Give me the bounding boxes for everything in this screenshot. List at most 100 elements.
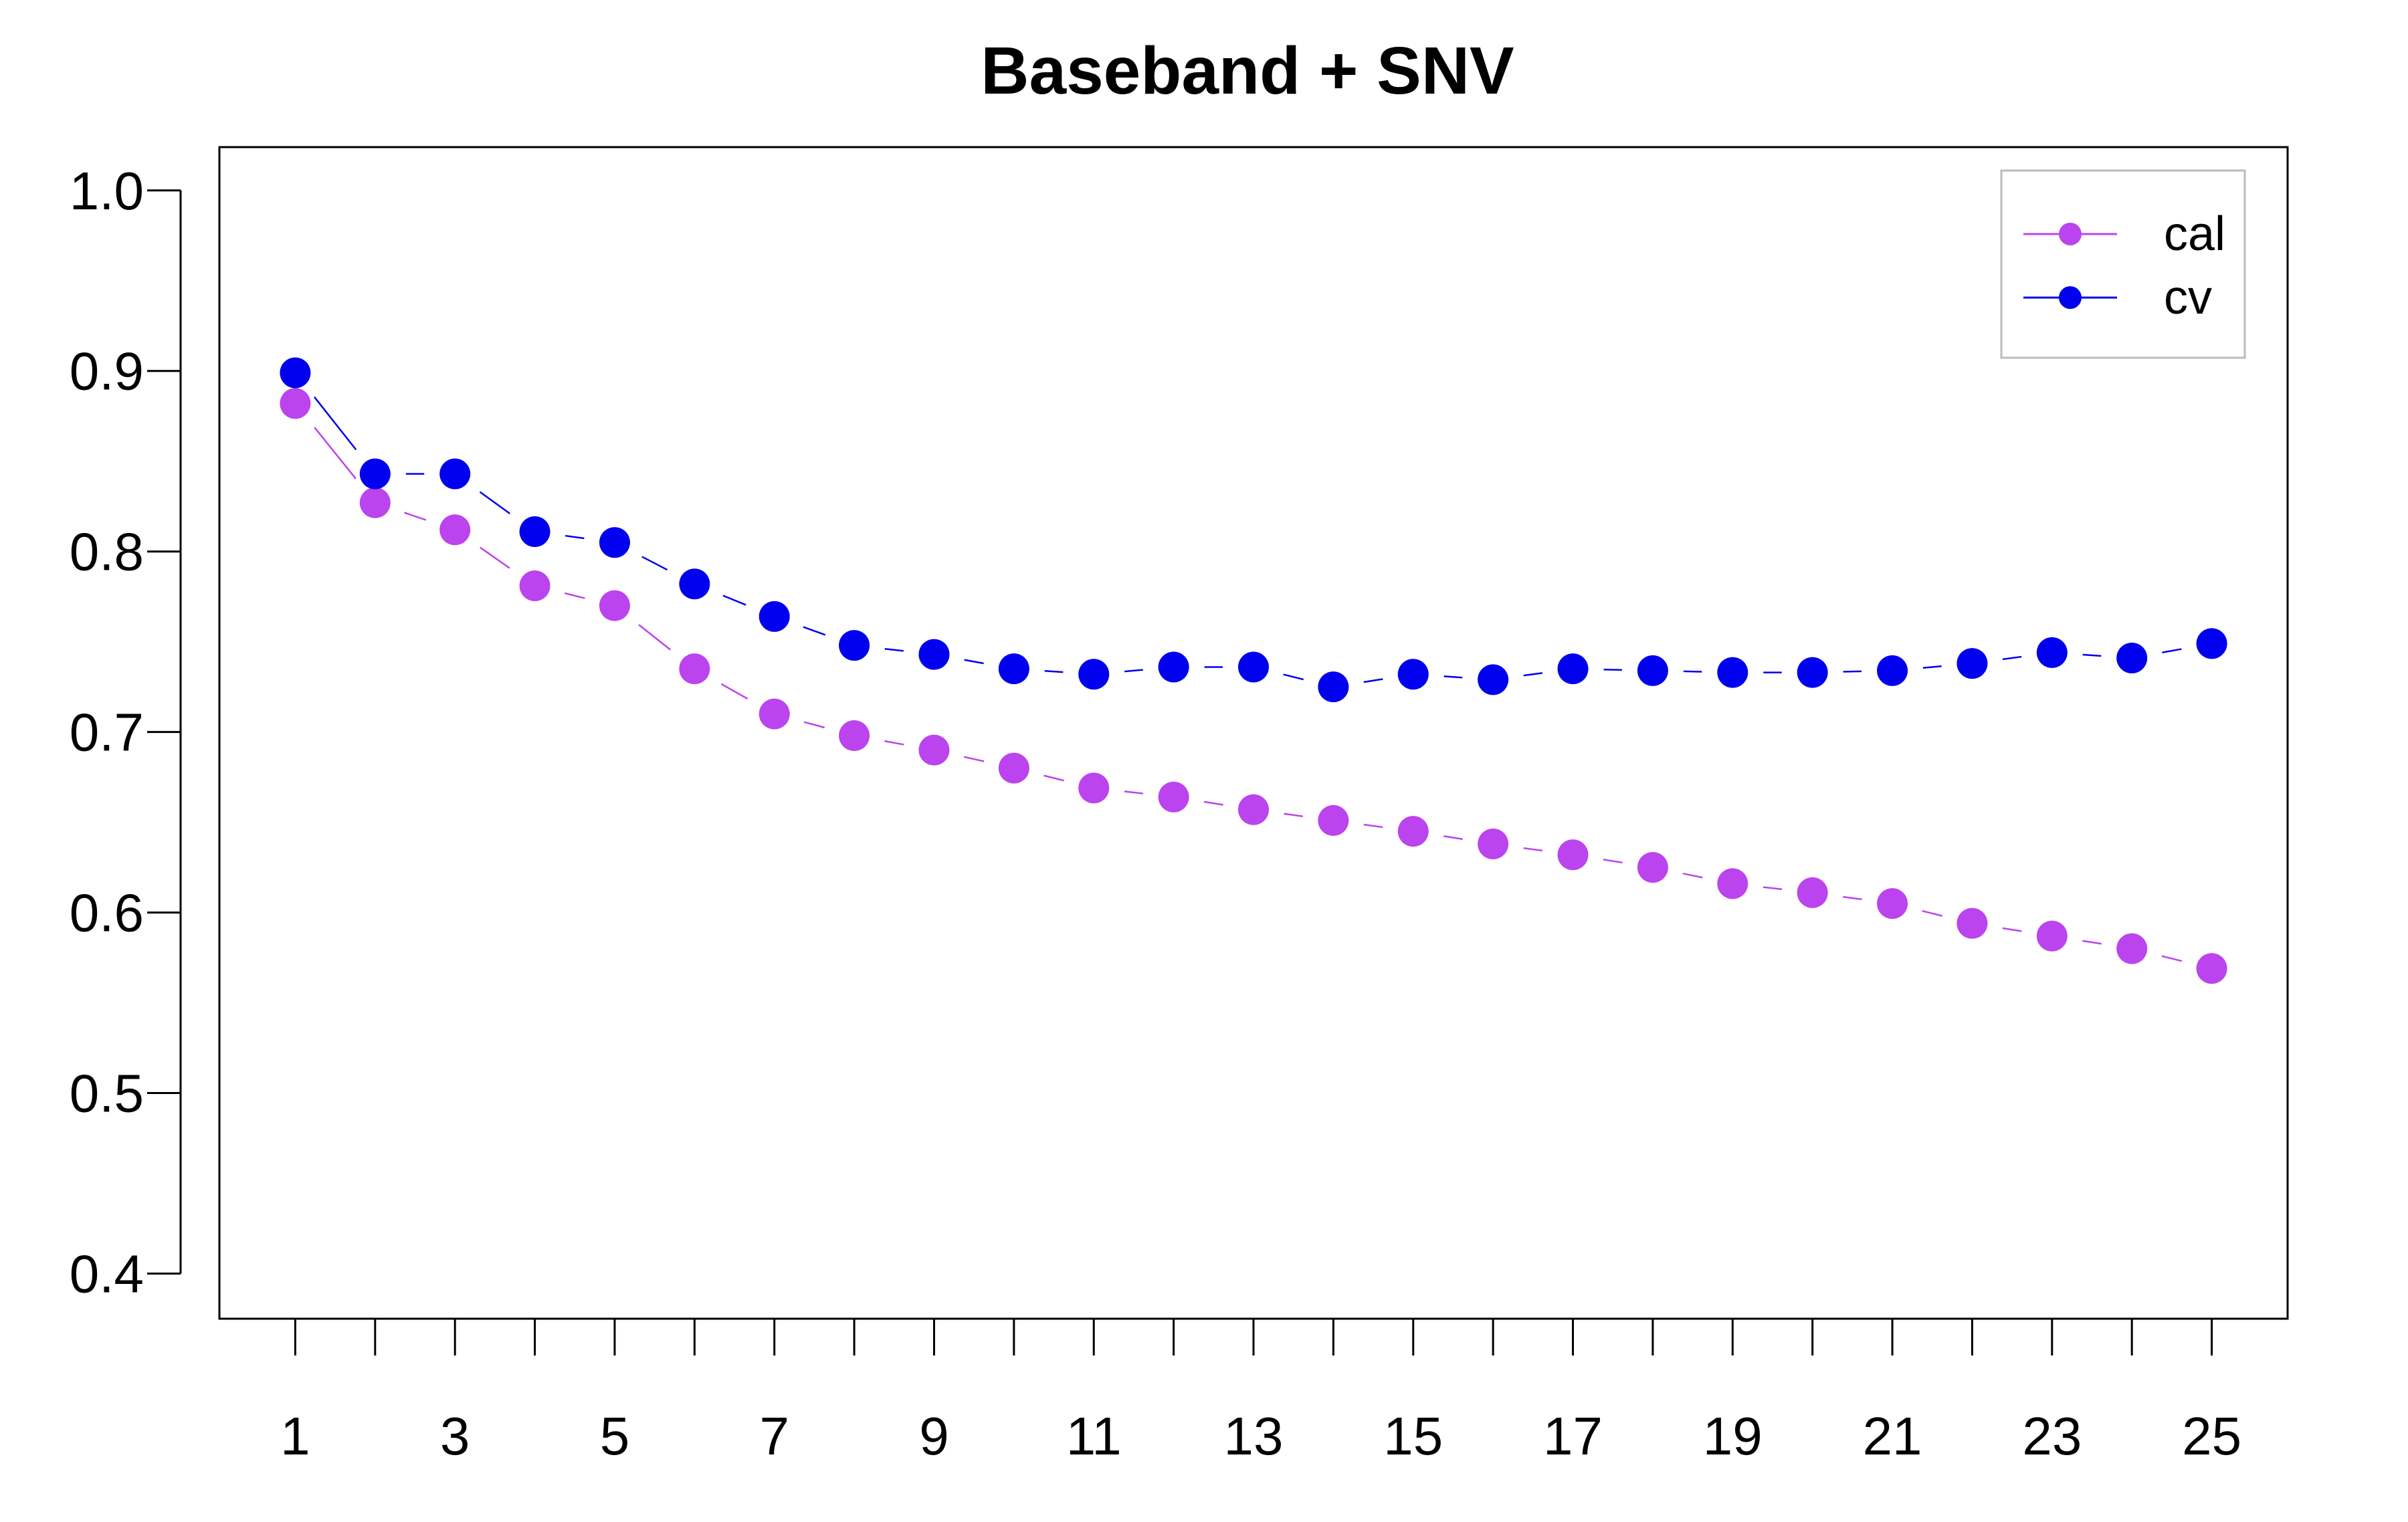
y-tick-label: 1.0 (70, 161, 144, 221)
data-point-cv (599, 527, 630, 558)
series-line-segment (1044, 670, 1064, 673)
x-tick-label: 5 (600, 1406, 630, 1466)
series-line-segment (1443, 675, 1463, 679)
data-point-cal (839, 720, 870, 752)
series-line-segment (964, 756, 985, 762)
data-point-cal (759, 698, 790, 730)
data-point-cv (759, 601, 790, 632)
series-line-segment (1682, 873, 1703, 879)
chart-title: Baseband + SNV (981, 33, 1514, 108)
data-point-cv (1877, 655, 1908, 686)
data-point-cv (1318, 671, 1349, 703)
series-line-segment (1283, 673, 1304, 681)
series-line-segment (1843, 895, 1862, 901)
data-point-cv (1238, 651, 1269, 683)
series-line-segment (1922, 665, 1942, 669)
series-line-segment (2162, 648, 2182, 654)
y-tick-label: 0.5 (70, 1064, 144, 1123)
series-line-segment (2002, 927, 2022, 932)
data-point-cal (1557, 839, 1589, 871)
series-cv (280, 357, 2227, 703)
series-line-segment (1284, 812, 1303, 817)
data-point-cal (998, 752, 1029, 784)
series-line-segment (1763, 886, 1783, 890)
data-point-cal (1637, 852, 1668, 883)
series-line-segment (313, 396, 357, 451)
series-line-segment (1603, 859, 1623, 864)
data-point-cal (1877, 888, 1908, 919)
data-point-cv (1478, 664, 1509, 695)
series-layer (280, 357, 2227, 984)
data-point-cv (1956, 648, 1988, 679)
data-point-cal (1478, 829, 1509, 860)
y-tick-label: 0.6 (70, 883, 144, 943)
y-tick-label: 0.8 (70, 522, 144, 582)
x-tick-label: 19 (1703, 1406, 1763, 1466)
legend-box (2000, 169, 2246, 359)
data-point-cal (1797, 877, 1828, 908)
data-point-cal (1397, 816, 1429, 847)
series-line-segment (1523, 847, 1543, 852)
x-tick-label: 13 (1224, 1406, 1284, 1466)
data-point-cal (1158, 781, 1189, 812)
data-point-cv (1078, 659, 1110, 690)
data-point-cv (519, 516, 550, 548)
series-line-segment (722, 594, 746, 606)
series-line-segment (884, 647, 904, 652)
series-line-segment (2082, 940, 2102, 945)
y-tick-label: 0.9 (70, 342, 144, 401)
data-point-cal (359, 487, 391, 518)
y-tick-label: 0.4 (70, 1244, 144, 1304)
data-point-cv (1158, 651, 1189, 683)
data-point-cal (280, 388, 311, 419)
series-line-segment (1603, 668, 1622, 671)
data-point-cal (918, 734, 950, 766)
x-axis: 1 3 5 7 9 11 13 15 17 19 21 23 25 (280, 1317, 2241, 1466)
series-line-segment (641, 556, 668, 571)
data-point-cv (2116, 642, 2148, 673)
series-line-segment (1124, 790, 1144, 794)
data-point-cal (1078, 772, 1110, 804)
data-point-cal (2116, 933, 2148, 964)
plot-frame (218, 146, 2289, 1320)
legend-marker (2059, 223, 2082, 245)
series-line-segment (720, 683, 748, 700)
data-point-cal (2196, 953, 2227, 984)
series-line-segment (1523, 672, 1543, 677)
data-point-cal (1956, 907, 1988, 939)
data-point-cv (2036, 637, 2068, 668)
series-line-segment (314, 427, 357, 479)
data-point-cv (1637, 655, 1668, 686)
data-point-cal (1318, 804, 1349, 836)
x-tick-label: 15 (1383, 1406, 1443, 1466)
series-line-segment (403, 512, 427, 521)
data-point-cv (1397, 659, 1429, 690)
series-line-segment (1363, 678, 1383, 683)
x-tick-label: 25 (2182, 1406, 2241, 1466)
series-line-segment (1443, 835, 1463, 841)
series-line-segment (1363, 823, 1383, 829)
series-line-segment (1203, 800, 1223, 806)
x-tick-label: 23 (2022, 1406, 2082, 1466)
x-tick-label: 21 (1863, 1406, 1922, 1466)
series-line-segment (2002, 655, 2022, 661)
series-line-segment (1124, 669, 1143, 673)
data-point-cal (1238, 794, 1269, 825)
data-point-cal (1717, 868, 1748, 899)
series-line-segment (2082, 653, 2102, 657)
series-line-segment (1043, 774, 1064, 782)
data-point-cv (2196, 628, 2227, 659)
data-point-cv (918, 639, 950, 670)
y-axis: 0.4 0.5 0.6 0.7 0.8 0.9 1.0 (70, 161, 182, 1304)
series-line-segment (2161, 955, 2183, 962)
series-line-segment (803, 626, 826, 636)
series-line-segment (964, 659, 984, 665)
series-line-segment (565, 534, 585, 540)
data-point-cv (998, 653, 1029, 685)
x-tick-label: 9 (919, 1406, 949, 1466)
series-line-segment (1683, 670, 1702, 673)
x-tick-label: 3 (440, 1406, 470, 1466)
data-point-cv (359, 458, 391, 490)
data-point-cv (1717, 657, 1748, 688)
